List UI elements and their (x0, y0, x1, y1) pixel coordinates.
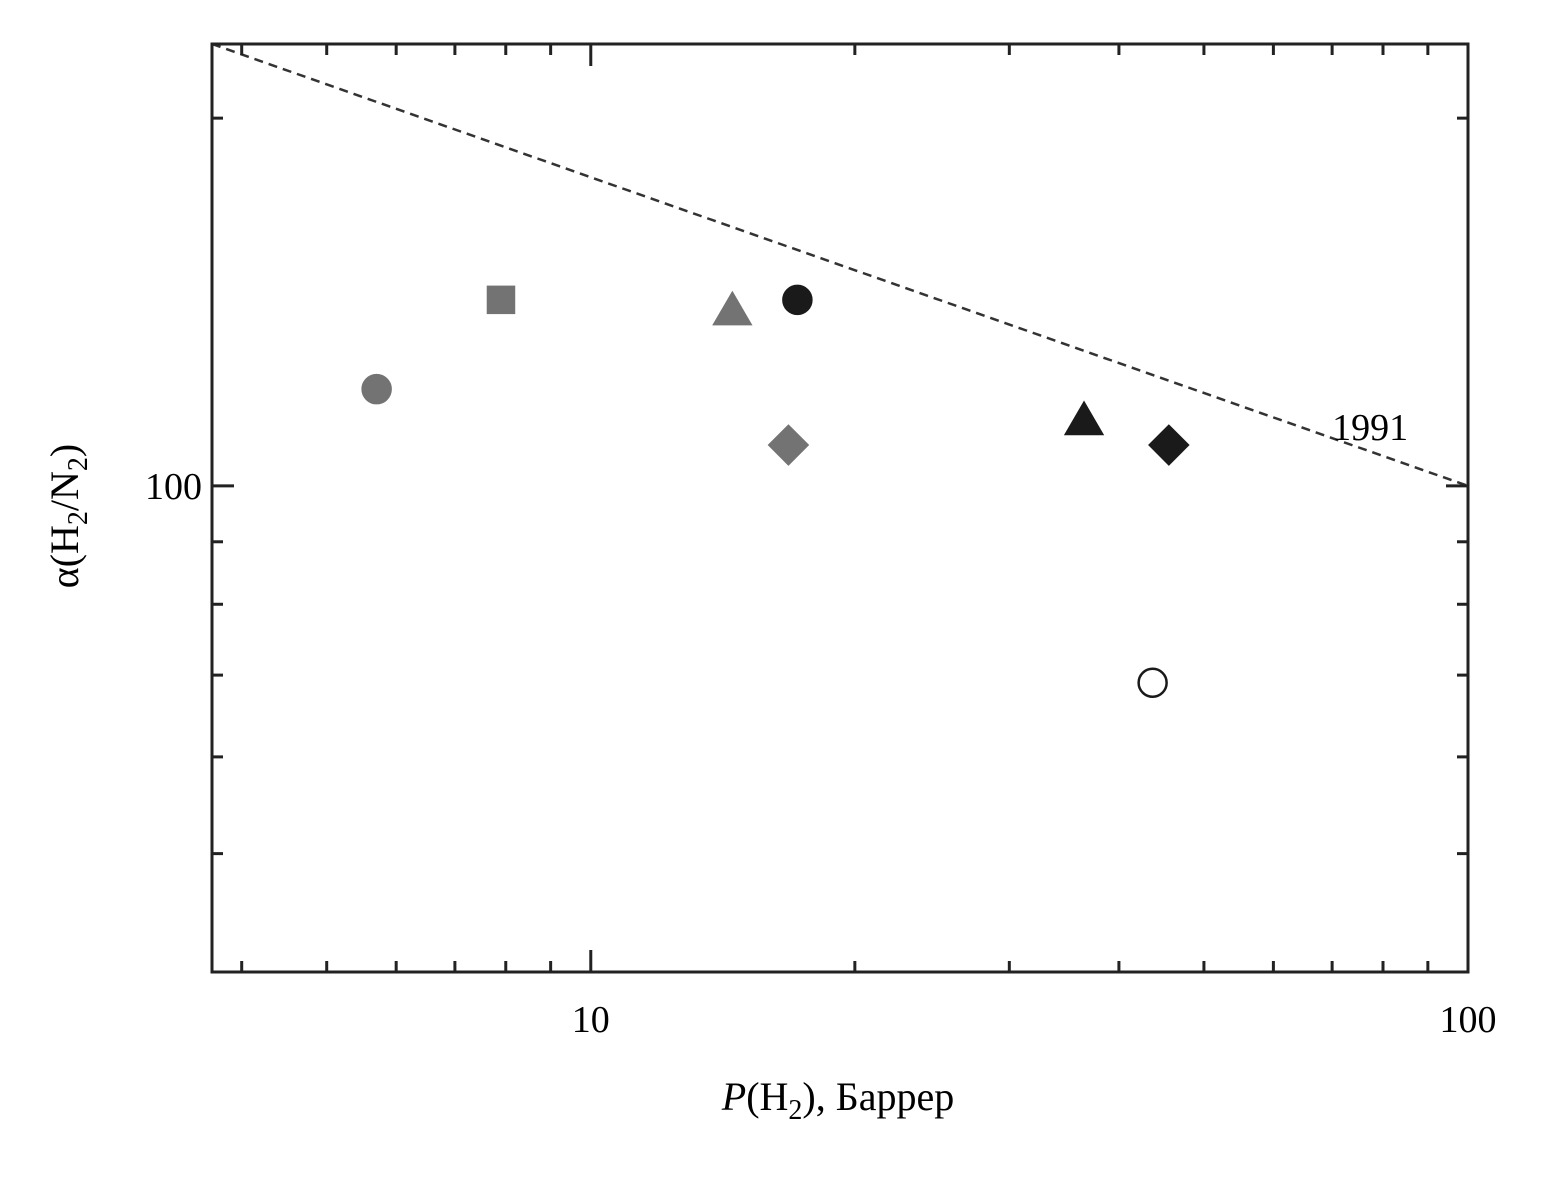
plot-content (211, 42, 1469, 698)
y-axis-label-sub1: 2 (63, 511, 94, 525)
x-axis-label-open: (H (746, 1074, 788, 1119)
y-tick-label: 100 (145, 466, 202, 508)
trend-line-1991 (211, 42, 1469, 488)
annotations: 1991 (1332, 407, 1408, 449)
y-axis-label-sub2: 2 (63, 457, 94, 471)
y-axis-label-a: α(H (42, 525, 87, 588)
y-axis-label-b: /N (42, 471, 87, 511)
y-axis-label: α(H2/N2) (42, 444, 94, 589)
tick-labels: 10 100 100 (145, 466, 1497, 1041)
point-square (486, 285, 516, 315)
point-triangle (712, 290, 753, 326)
point-circle (361, 373, 392, 405)
x-axis-label: P(H2), Баррер (721, 1074, 954, 1126)
x-tick-label: 10 (572, 999, 610, 1041)
x-tick-label: 100 (1440, 999, 1497, 1041)
x-axis-label-close: ), Баррер (802, 1074, 954, 1119)
point-triangle (1063, 400, 1105, 436)
x-axis-label-sub: 2 (788, 1095, 802, 1126)
axis-ticks (212, 44, 1470, 974)
point-diamond (767, 424, 810, 466)
annotation-1991: 1991 (1332, 407, 1408, 449)
point-circle (782, 284, 813, 316)
point-circle (1137, 667, 1168, 698)
x-axis-label-main: P (721, 1074, 746, 1119)
y-axis-label-c: ) (42, 444, 87, 457)
plot-frame (210, 42, 1470, 974)
point-diamond (1148, 424, 1190, 466)
